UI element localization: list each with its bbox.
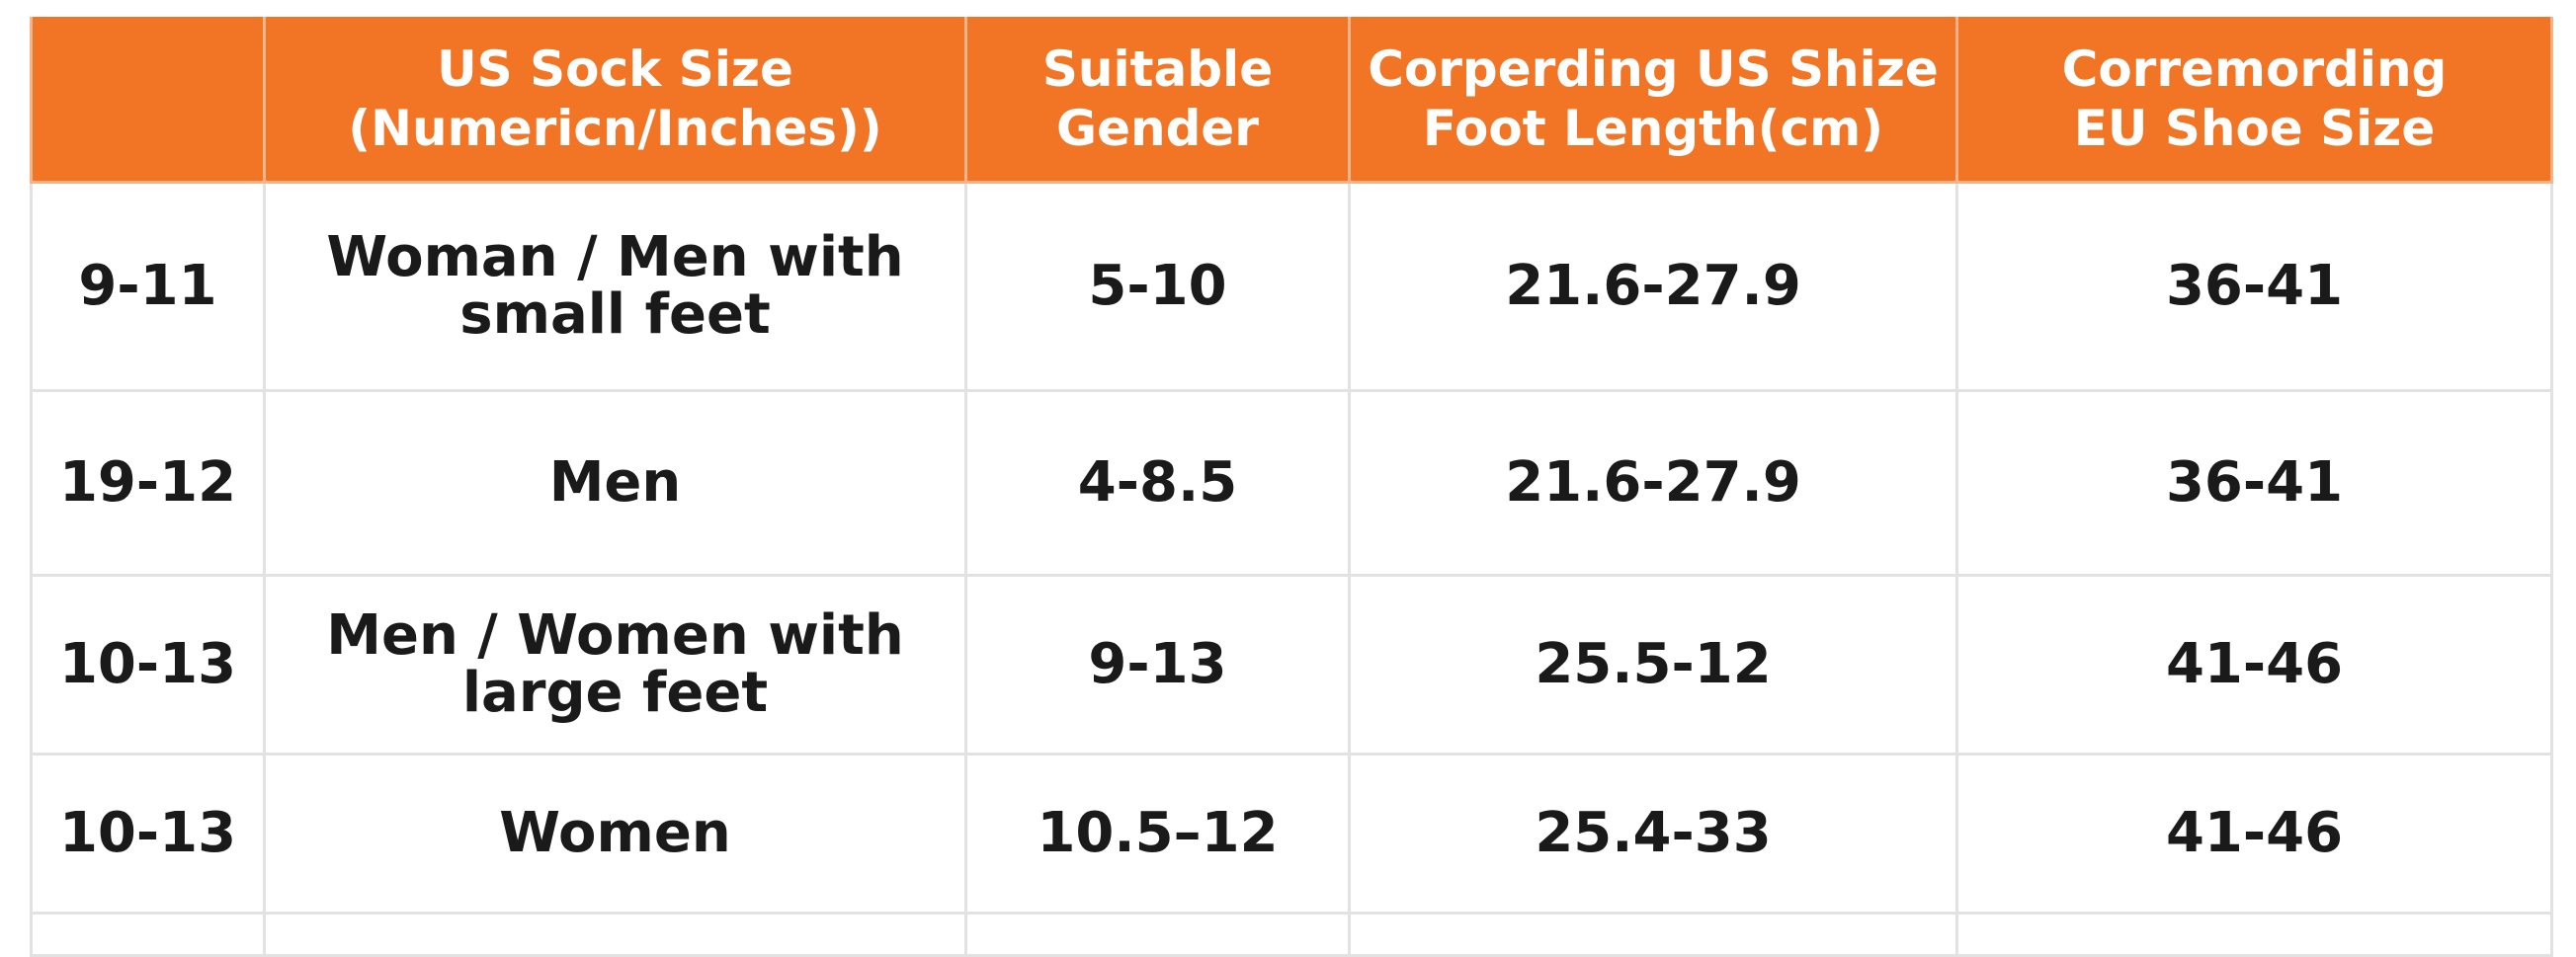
table-cell (30, 912, 266, 957)
table-cell (263, 912, 967, 957)
table-cell: 36-41 (1955, 181, 2553, 392)
table-row (30, 912, 2553, 957)
table-cell: Men (263, 389, 967, 577)
table-cell: 4-8.5 (964, 389, 1351, 577)
table-body: 9-11 Woman / Men with small feet 5-10 21.6-… (30, 181, 2553, 957)
header-cell: Corperding US Shize Foot Length(cm) (1348, 17, 1958, 184)
table-cell: 5-10 (964, 181, 1351, 392)
table-cell: 10-13 (30, 753, 266, 915)
table-cell: Men / Women with large feet (263, 574, 967, 756)
size-table: US Sock Size (Numericn/Inches)) Suitable… (30, 17, 2553, 957)
header-cell: Suitable Gender (964, 17, 1351, 184)
table-cell: 19-12 (30, 389, 266, 577)
table-cell (1348, 912, 1958, 957)
table-cell: 25.5-12 (1348, 574, 1958, 756)
table-cell: 9-13 (964, 574, 1351, 756)
table-cell (1955, 912, 2553, 957)
table-cell (964, 912, 1351, 957)
table-cell: Woman / Men with small feet (263, 181, 967, 392)
table-cell: 21.6-27.9 (1348, 181, 1958, 392)
table-cell: 9-11 (30, 181, 266, 392)
header-cell: US Sock Size (Numericn/Inches)) (263, 17, 967, 184)
table-cell: 25.4-33 (1348, 753, 1958, 915)
table-cell: 41-46 (1955, 574, 2553, 756)
table-cell: Women (263, 753, 967, 915)
table-row: 10-13 Men / Women with large feet 9-13 25.5… (30, 574, 2553, 756)
table-cell: 41-46 (1955, 753, 2553, 915)
page: US Sock Size (Numericn/Inches)) Suitable… (30, 17, 2553, 957)
table-cell: 10-13 (30, 574, 266, 756)
header-cell: Corremording EU Shoe Size (1955, 17, 2553, 184)
table-cell: 21.6-27.9 (1348, 389, 1958, 577)
table-row: 9-11 Woman / Men with small feet 5-10 21.6-… (30, 181, 2553, 392)
header-cell (30, 17, 266, 184)
table-row: 19-12 Men 4-8.5 21.6-27.9 36-41 (30, 389, 2553, 577)
header-row: US Sock Size (Numericn/Inches)) Suitable… (30, 17, 2553, 184)
table-cell: 10.5–12 (964, 753, 1351, 915)
table-cell: 36-41 (1955, 389, 2553, 577)
table-row: 10-13 Women 10.5–12 25.4-33 41-46 (30, 753, 2553, 915)
